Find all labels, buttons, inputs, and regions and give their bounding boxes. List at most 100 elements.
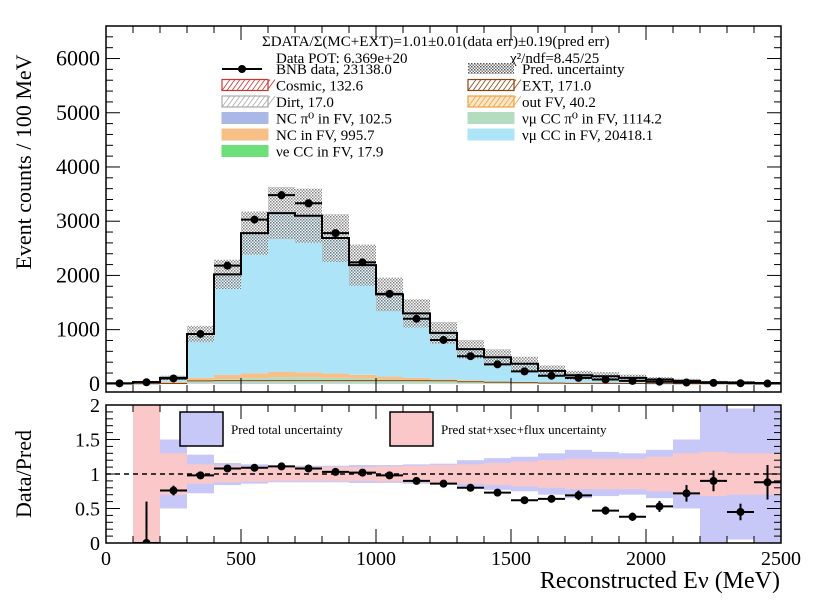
data-point <box>574 373 583 382</box>
legend-hatch <box>251 79 261 91</box>
ratio-point <box>358 468 367 477</box>
data-point <box>385 289 394 298</box>
ratio-point <box>385 471 394 480</box>
legend-hatch <box>221 95 231 108</box>
legend-hatch <box>256 79 266 91</box>
legend-label-dirt: Dirt, 17.0 <box>276 95 334 111</box>
data-point <box>520 367 529 376</box>
data-point <box>115 379 124 388</box>
legend-hatch <box>477 79 487 91</box>
legend-hatch <box>241 79 251 91</box>
data-point <box>142 378 151 387</box>
top-ytick-label: 3000 <box>56 208 100 233</box>
legend-hatch <box>246 95 256 108</box>
legend-hatch <box>236 95 246 108</box>
ratio-point <box>601 506 610 515</box>
ratio-point <box>142 539 151 543</box>
legend-label-data: BNB data, 23138.0 <box>276 62 392 78</box>
data-point <box>250 215 259 224</box>
bottom-ytick-label: 0.5 <box>75 499 100 521</box>
data-point <box>547 371 556 380</box>
legend-swatch-numucc <box>467 128 515 141</box>
legend-hatch <box>487 79 497 91</box>
stack-bar-numucc <box>268 213 295 372</box>
stack-bar-ncpi0 <box>214 383 241 384</box>
ratio-point <box>655 502 664 511</box>
stack-bar-nc <box>349 374 376 379</box>
legend-label-unc: Pred. uncertainty <box>522 62 625 78</box>
legend-hatch <box>226 79 236 91</box>
legend-hatch <box>472 95 482 108</box>
legend-hatch <box>512 79 522 91</box>
top-ytick-label: 4000 <box>56 154 100 179</box>
legend-hatch <box>482 79 492 91</box>
stack-bar-nc <box>160 381 187 383</box>
data-point <box>331 229 340 238</box>
ratio-point <box>169 486 178 495</box>
legend-hatch <box>231 79 241 91</box>
data-point <box>682 378 691 387</box>
stack-bar-nc <box>322 373 349 378</box>
top-plot-area <box>106 187 781 388</box>
data-point <box>439 335 448 344</box>
legend-hatch <box>487 95 497 108</box>
ratio-point <box>574 491 583 500</box>
stack-bar-nc <box>376 376 403 380</box>
top-frame <box>105 25 782 393</box>
stack-bar-ncpi0 <box>187 383 214 384</box>
bottom-panel: 0 0.5 1 1.5 2 0 500 1000 1500 2000 2500 <box>75 395 801 570</box>
bottom-xtick-label: 1000 <box>356 548 396 570</box>
legend-swatch-necc <box>221 145 269 157</box>
bottom-xtick-label: 0 <box>101 548 111 570</box>
stack-bar-nc <box>295 372 322 378</box>
ratio-point <box>439 479 448 488</box>
stack-bar-numuccpi0 <box>511 382 538 384</box>
stack-bar-ncpi0 <box>295 383 322 384</box>
legend-label-ncpi0: NC π⁰ in FV, 102.5 <box>276 112 392 128</box>
bottom-xtick-label: 2000 <box>626 548 666 570</box>
header-ratio: ΣDATA/Σ(MC+EXT)=1.01±0.01(data err)±0.19… <box>262 34 609 50</box>
legend-swatch-data-marker <box>238 65 246 73</box>
legend-swatch-ncpi0 <box>221 112 269 124</box>
legend-hatch <box>492 79 502 91</box>
legend-hatch <box>266 95 276 108</box>
legend-label-outfv: out FV, 40.2 <box>522 95 596 111</box>
legend-hatch <box>482 95 492 108</box>
stack-bar-nc <box>187 377 214 382</box>
stack-bar-numuccpi0 <box>403 380 430 384</box>
legend-hatch <box>226 95 236 108</box>
legend-label-cosmic: Cosmic, 132.6 <box>276 79 364 95</box>
ratio-point <box>709 476 718 485</box>
bottom-xtick-label: 2500 <box>761 548 801 570</box>
stack-bar-numuccpi0 <box>430 381 457 384</box>
ratio-legend: Pred total uncertainty Pred stat+xsec+fl… <box>179 411 607 447</box>
ratio-point <box>223 464 232 473</box>
legend-swatch-numuccpi0 <box>467 112 515 124</box>
stack-bar-numuccpi0 <box>187 381 214 384</box>
legend-hatch <box>472 79 482 91</box>
legend-hatch <box>467 79 477 91</box>
data-point <box>277 191 286 200</box>
top-ylabel: Event counts / 100 MeV <box>11 54 36 269</box>
top-ytick-label: 1000 <box>56 317 100 342</box>
legend-hatch <box>507 95 517 108</box>
data-point <box>736 379 745 388</box>
data-point <box>412 314 421 323</box>
ratio-point <box>250 463 259 472</box>
ratio-legend-total-swatch <box>179 411 224 447</box>
stack-bar-nc <box>457 380 484 382</box>
ratio-point <box>277 462 286 471</box>
top-ytick-label: 6000 <box>56 46 100 71</box>
legend-hatch <box>492 95 502 108</box>
data-point <box>493 360 502 369</box>
ratio-point <box>763 478 772 487</box>
stack-bar-ncpi0 <box>268 383 295 384</box>
data-point <box>466 352 475 361</box>
legend-hatch <box>467 95 477 108</box>
ratio-point <box>412 476 421 485</box>
legend-swatch-nc <box>221 128 269 141</box>
legend-hatch <box>477 95 487 108</box>
stack-bar-numuccpi0 <box>214 379 241 384</box>
ratio-point <box>628 512 637 521</box>
